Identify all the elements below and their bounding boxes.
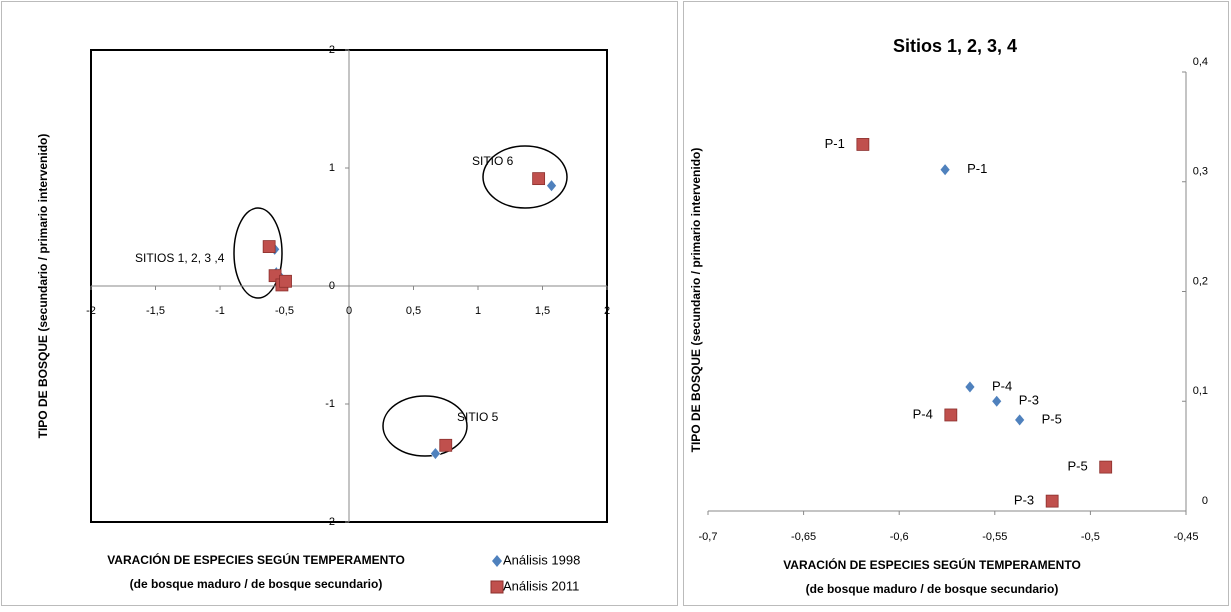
y-tick-label: 0 xyxy=(1202,495,1208,507)
y-tick-label: 0,4 xyxy=(1193,56,1208,68)
point xyxy=(991,394,1003,408)
x-axis-label: (de bosque maduro / de bosque secundario… xyxy=(130,577,383,591)
point xyxy=(1014,413,1026,427)
point-label: P-3 xyxy=(1014,493,1034,508)
x-tick-label: -0,5 xyxy=(1081,531,1100,543)
x-tick-label: -1,5 xyxy=(146,305,165,317)
y-tick-label: 0 xyxy=(329,280,335,292)
x-tick-label: -2 xyxy=(86,305,96,317)
x-axis-label: VARACIÓN DE ESPECIES SEGÚN TEMPERAMENTO xyxy=(107,552,405,567)
x-tick-label: -0,45 xyxy=(1173,531,1198,543)
y-tick-label: -2 xyxy=(325,516,335,528)
point xyxy=(430,447,441,461)
ellipse xyxy=(382,395,468,457)
point xyxy=(856,138,870,151)
x-tick-label: 0,5 xyxy=(406,305,421,317)
x-tick-label: -0,55 xyxy=(982,531,1007,543)
legend-label: Análisis 2011 xyxy=(503,578,579,593)
annotation: SITIO 6 xyxy=(472,154,514,168)
point xyxy=(964,380,976,394)
point xyxy=(1099,460,1113,474)
point xyxy=(944,408,958,422)
point-label: P-1 xyxy=(967,161,987,176)
point-label: P-4 xyxy=(913,406,933,421)
x-axis-label: (de bosque maduro / de bosque secundario… xyxy=(806,582,1059,596)
point xyxy=(262,240,276,253)
ellipse xyxy=(482,145,568,209)
panel-border xyxy=(1,1,678,606)
panel-border xyxy=(683,1,1229,606)
y-axis-label: TIPO DE BOSQUE (secundario / primario in… xyxy=(689,148,703,453)
point xyxy=(439,438,453,452)
ellipse xyxy=(233,207,283,299)
point xyxy=(532,172,546,186)
point xyxy=(546,179,557,193)
y-tick-label: 2 xyxy=(329,44,335,56)
x-tick-label: 0 xyxy=(346,305,352,317)
point-label: P-5 xyxy=(1042,411,1062,426)
y-tick-label: 1 xyxy=(329,162,335,174)
y-axis-label: TIPO DE BOSQUE (secundario / primario in… xyxy=(36,134,50,439)
legend-label: Análisis 1998 xyxy=(503,552,580,567)
x-tick-label: -0,7 xyxy=(699,531,718,543)
y-tick-label: 0,3 xyxy=(1193,166,1208,178)
x-tick-label: -0,6 xyxy=(890,531,909,543)
y-tick-label: 0,1 xyxy=(1193,385,1208,397)
point-label: P-1 xyxy=(825,136,845,151)
x-tick-label: 2 xyxy=(604,305,610,317)
y-tick-label: -1 xyxy=(325,398,335,410)
x-tick-label: 1 xyxy=(475,305,481,317)
legend-marker xyxy=(492,555,502,567)
point xyxy=(279,274,292,288)
x-tick-label: 1,5 xyxy=(535,305,550,317)
point xyxy=(939,163,951,177)
point-label: P-4 xyxy=(992,378,1012,393)
x-tick-label: -0,5 xyxy=(275,305,294,317)
x-tick-label: -0,65 xyxy=(791,531,816,543)
y-tick-label: 0,2 xyxy=(1193,275,1208,287)
x-axis-label: VARACIÓN DE ESPECIES SEGÚN TEMPERAMENTO xyxy=(783,557,1081,572)
x-tick-label: -1 xyxy=(215,305,225,317)
point-label: P-5 xyxy=(1067,459,1087,474)
point-label: P-3 xyxy=(1019,393,1039,408)
annotation: SITIOS 1, 2, 3 ,4 xyxy=(135,251,225,265)
legend-marker xyxy=(490,580,504,594)
annotation: SITIO 5 xyxy=(457,410,499,424)
chart-title: Sitios 1, 2, 3, 4 xyxy=(893,36,1017,56)
point xyxy=(1045,494,1059,508)
